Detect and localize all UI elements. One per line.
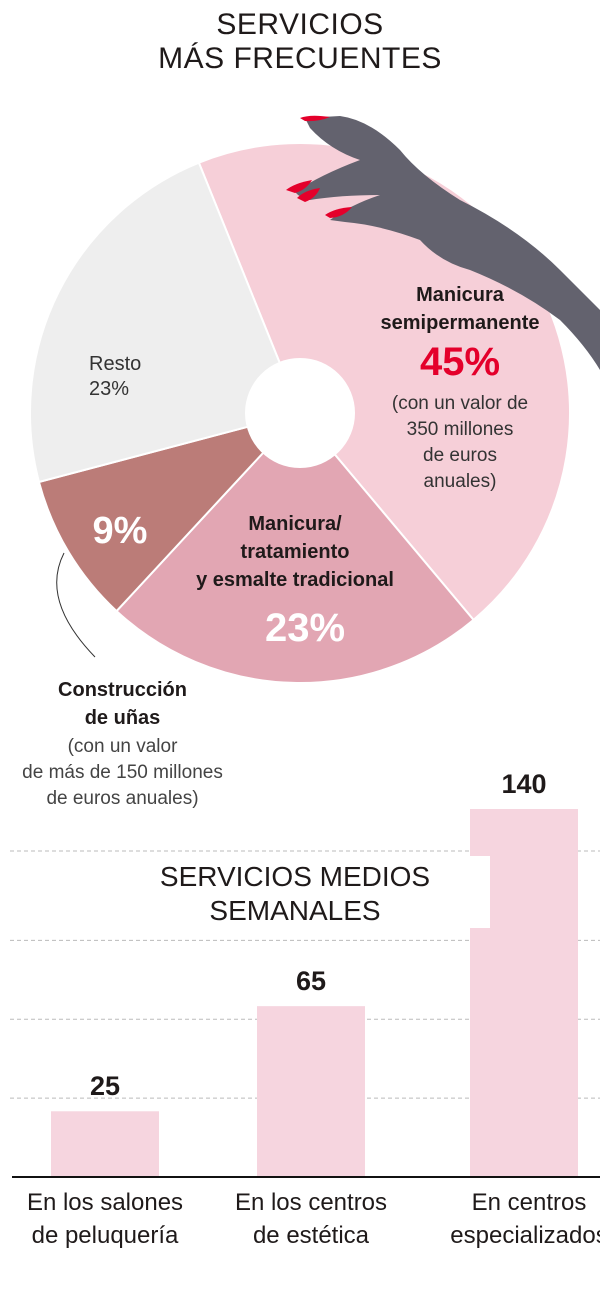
category-label-line: de estética bbox=[252, 1222, 370, 1249]
bar-value-label: 140 bbox=[501, 769, 547, 799]
note-line: 350 millones bbox=[406, 419, 514, 440]
nail-2 bbox=[286, 180, 312, 193]
category-label-line: En centros bbox=[471, 1189, 587, 1216]
hand-illustration bbox=[286, 115, 600, 370]
pie-chart bbox=[29, 142, 571, 684]
note-line: (con un valor de bbox=[391, 393, 529, 414]
nail-4 bbox=[325, 207, 352, 218]
category-label-line: de peluquería bbox=[31, 1222, 179, 1249]
label-line: Manicura/ bbox=[248, 513, 342, 535]
note-line: de euros bbox=[423, 445, 497, 466]
value-resto: 23% bbox=[89, 378, 130, 400]
pie-slice-1 bbox=[115, 411, 475, 684]
label-line: y esmalte tradicional bbox=[196, 569, 394, 591]
nail-3 bbox=[297, 188, 320, 202]
bar-1 bbox=[257, 1006, 365, 1177]
pie-slice-2 bbox=[37, 411, 304, 613]
bar-value-label: 25 bbox=[89, 1071, 121, 1102]
pie-center-hole bbox=[245, 358, 355, 468]
label-line: tratamiento bbox=[240, 541, 350, 563]
pie-chart-title: SERVICIOS MÁS FRECUENTES bbox=[0, 8, 600, 76]
category-label-line: especializados bbox=[450, 1222, 600, 1249]
pie-title-line-1: SERVICIOS bbox=[216, 8, 384, 41]
nail-1 bbox=[300, 115, 330, 122]
value-construccion: 9% bbox=[92, 510, 148, 552]
label-tradicional: Manicura/ tratamiento y esmalte tradicio… bbox=[160, 510, 430, 594]
label-line: Manicura bbox=[416, 284, 504, 306]
note-line: de más de 150 millones bbox=[22, 762, 223, 783]
pie-slice-3 bbox=[29, 161, 302, 484]
note-line: (con un valor bbox=[67, 736, 178, 757]
category-label-line: En los salones bbox=[26, 1189, 184, 1216]
label-line: semipermanente bbox=[380, 312, 540, 334]
category-label: En centros especializados bbox=[424, 1186, 600, 1252]
bar-title-line-1: SERVICIOS MEDIOS bbox=[159, 861, 431, 892]
bar-title-line-2: SEMANALES bbox=[209, 895, 381, 926]
note-line: anuales) bbox=[423, 471, 497, 492]
category-label-line: En los centros bbox=[234, 1189, 388, 1216]
leader-line bbox=[56, 552, 96, 658]
bar-0 bbox=[51, 1111, 159, 1177]
value-semipermanente: 45% bbox=[419, 340, 501, 384]
hand-silhouette bbox=[295, 116, 600, 370]
pie-title-line-2: MÁS FRECUENTES bbox=[158, 42, 442, 75]
bar-chart-title: SERVICIOS MEDIOS SEMANALES bbox=[100, 856, 490, 928]
label-line: Construcción bbox=[58, 679, 187, 701]
category-label: En los salones de peluquería bbox=[0, 1186, 210, 1252]
label-semipermanente: Manicura semipermanente bbox=[330, 281, 590, 337]
label-resto: Resto 23% bbox=[89, 352, 141, 402]
label-line: Resto bbox=[89, 353, 142, 375]
category-label: En los centros de estética bbox=[206, 1186, 416, 1252]
label-construccion: Construcción de uñas bbox=[0, 676, 245, 732]
note-semipermanente: (con un valor de 350 millones de euros a… bbox=[360, 391, 560, 495]
label-line: de uñas bbox=[84, 707, 161, 729]
value-tradicional: 23% bbox=[264, 606, 346, 650]
bar-value-label: 65 bbox=[295, 966, 327, 997]
note-line: de euros anuales) bbox=[46, 788, 199, 809]
note-construccion: (con un valor de más de 150 millones de … bbox=[0, 734, 245, 812]
